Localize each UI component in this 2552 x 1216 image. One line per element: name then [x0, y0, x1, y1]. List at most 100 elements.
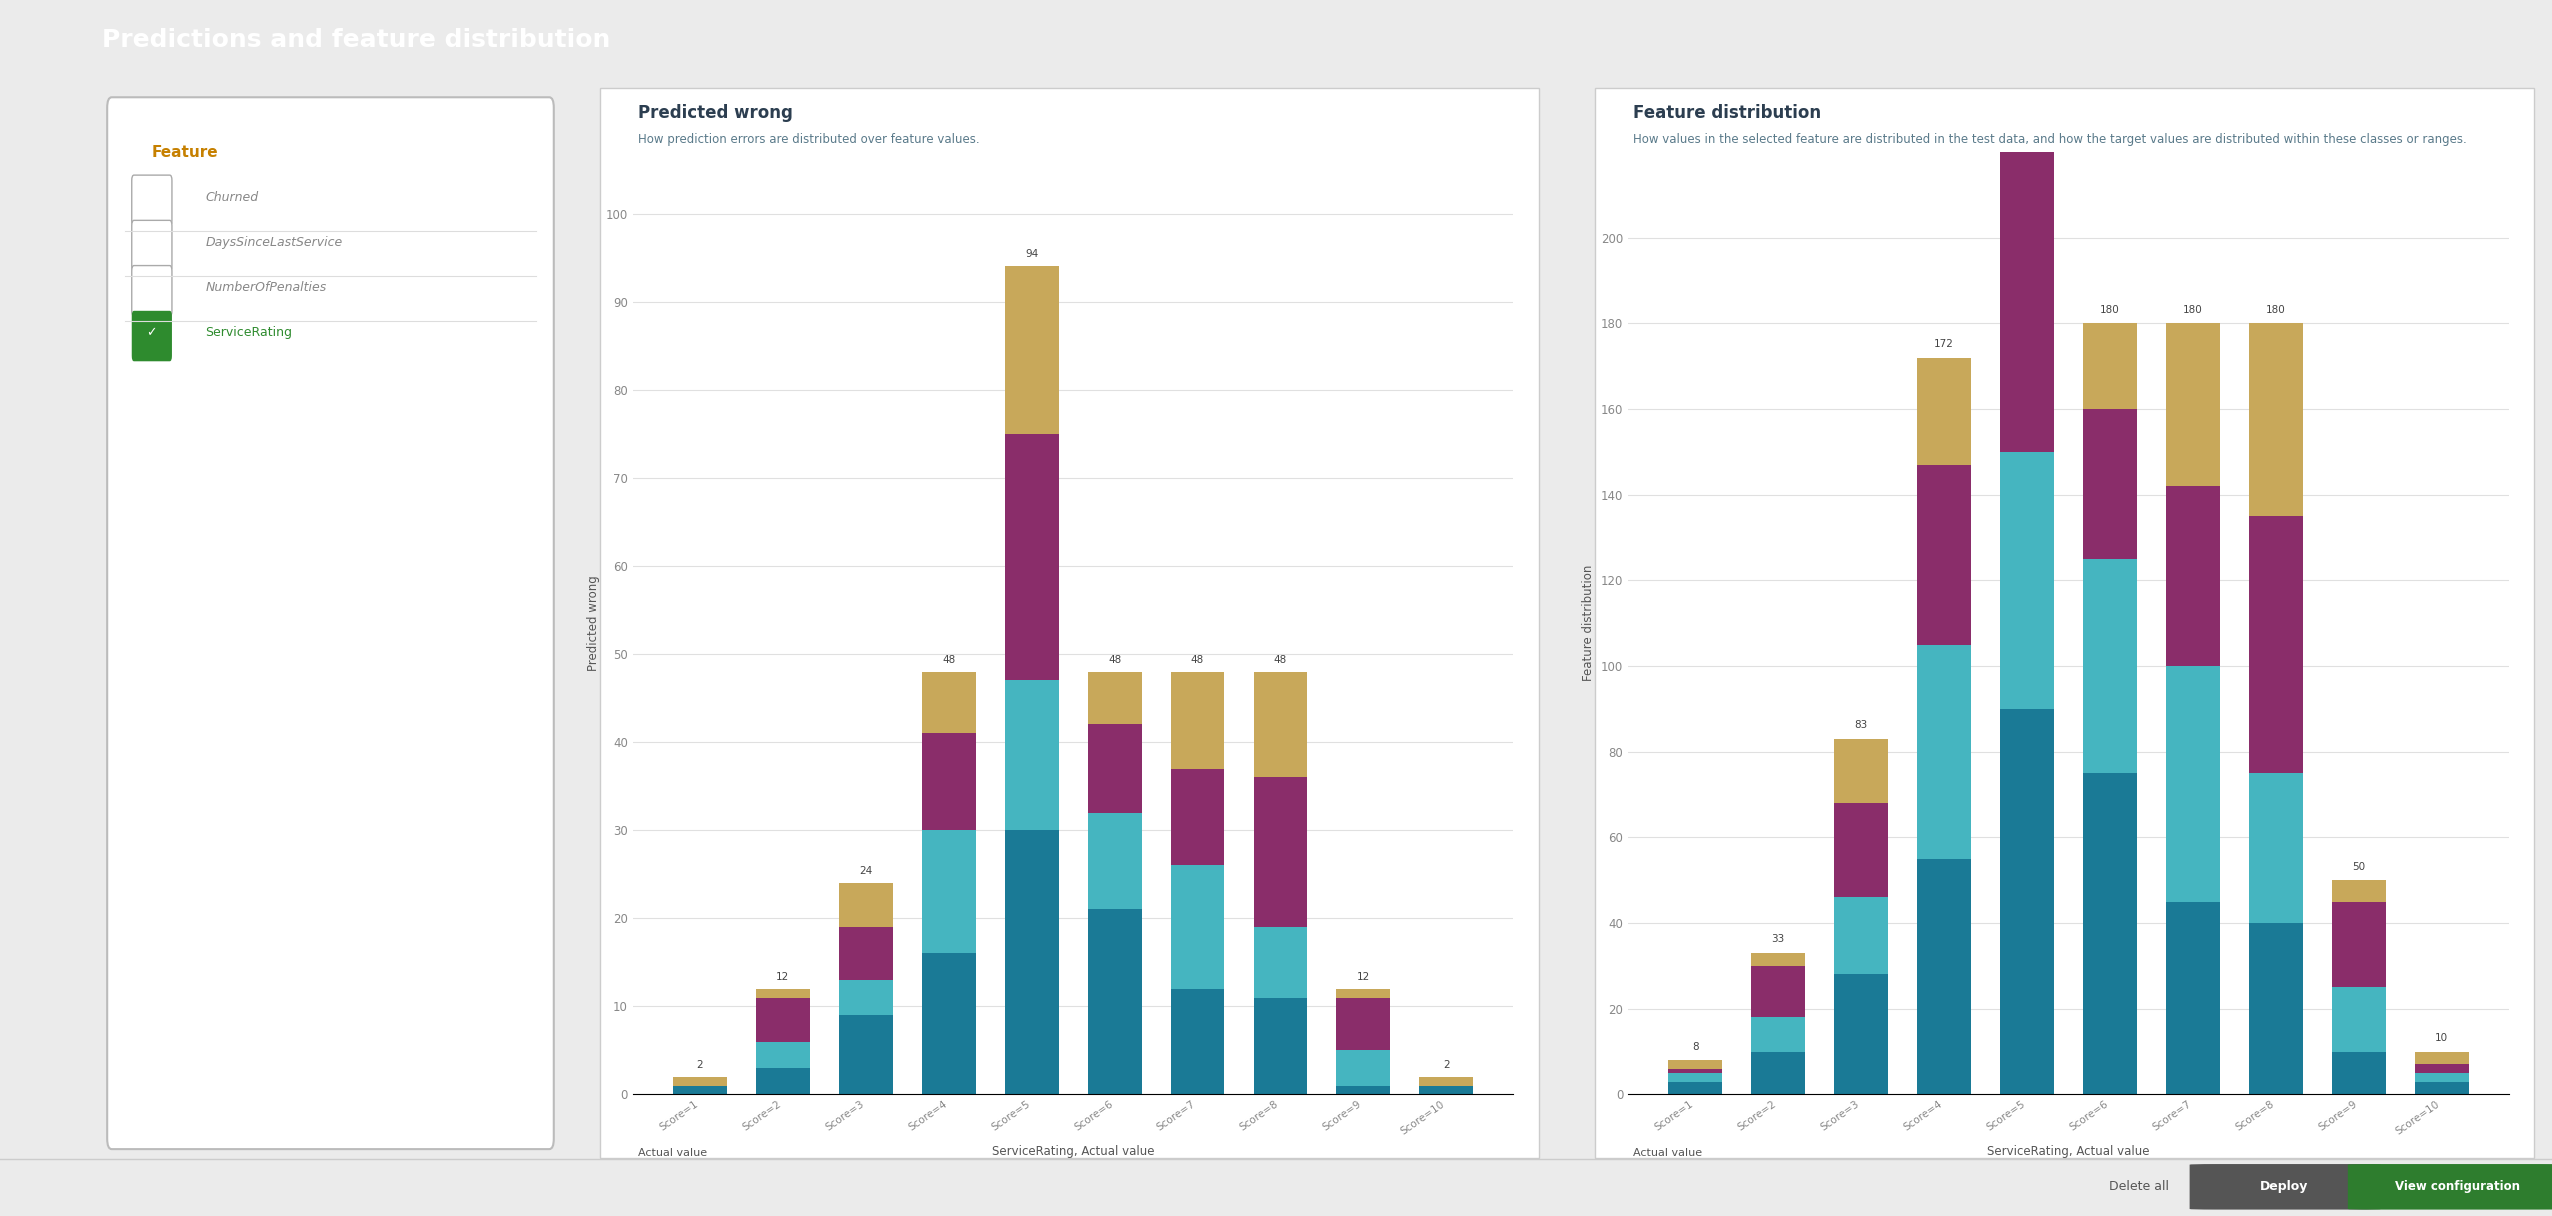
- Bar: [1253, 927, 1307, 997]
- Bar: [2001, 45, 2054, 452]
- Bar: [1171, 769, 1225, 866]
- X-axis label: ServiceRating, Actual value: ServiceRating, Actual value: [1988, 1145, 2149, 1158]
- Text: Predicted wrong: Predicted wrong: [638, 103, 794, 122]
- Text: Feature distribution: Feature distribution: [1633, 103, 1822, 122]
- Text: How prediction errors are distributed over feature values.: How prediction errors are distributed ov…: [638, 133, 980, 146]
- Bar: [1835, 974, 1888, 1094]
- Bar: [755, 997, 809, 1042]
- FancyBboxPatch shape: [2190, 1164, 2381, 1210]
- Text: DaysSinceLastService: DaysSinceLastService: [204, 236, 342, 249]
- Bar: [1337, 1051, 1391, 1086]
- Bar: [1669, 1060, 1723, 1069]
- Bar: [674, 1077, 727, 1086]
- Bar: [2333, 1052, 2386, 1094]
- Text: How values in the selected feature are distributed in the test data, and how the: How values in the selected feature are d…: [1633, 133, 2468, 146]
- Bar: [1337, 997, 1391, 1051]
- Bar: [2167, 901, 2220, 1094]
- Bar: [2414, 1081, 2468, 1094]
- Text: 10: 10: [2435, 1034, 2447, 1043]
- Bar: [2082, 773, 2136, 1094]
- Bar: [1917, 358, 1970, 465]
- Bar: [2248, 516, 2302, 773]
- Bar: [2082, 409, 2136, 559]
- Bar: [1751, 1018, 1804, 1052]
- Text: 48: 48: [1192, 654, 1205, 665]
- Bar: [1253, 777, 1307, 927]
- Text: Actual value: Actual value: [1633, 1148, 1702, 1158]
- Bar: [1669, 1081, 1723, 1094]
- Text: Predictions and feature distribution: Predictions and feature distribution: [102, 28, 610, 51]
- Bar: [1835, 897, 1888, 974]
- Bar: [1337, 989, 1391, 997]
- Text: 24: 24: [860, 866, 873, 876]
- Bar: [1253, 997, 1307, 1094]
- Bar: [1751, 966, 1804, 1018]
- Text: 180: 180: [2182, 305, 2202, 315]
- Bar: [2333, 987, 2386, 1052]
- Bar: [2001, 0, 2054, 45]
- Bar: [1419, 1086, 1473, 1094]
- Text: 94: 94: [1026, 249, 1039, 259]
- Bar: [1087, 812, 1141, 910]
- Bar: [755, 1068, 809, 1094]
- Bar: [1835, 803, 1888, 897]
- Text: 48: 48: [1273, 654, 1286, 665]
- Bar: [1835, 739, 1888, 803]
- Text: NumberOfPenalties: NumberOfPenalties: [204, 281, 327, 294]
- Bar: [2167, 666, 2220, 901]
- Text: ServiceRating: ServiceRating: [204, 326, 293, 339]
- Bar: [2167, 323, 2220, 486]
- Text: 8: 8: [1692, 1042, 1700, 1052]
- Bar: [1087, 725, 1141, 812]
- Bar: [840, 927, 893, 980]
- Bar: [921, 953, 975, 1094]
- Bar: [2001, 452, 2054, 709]
- Bar: [2248, 323, 2302, 516]
- Bar: [2414, 1064, 2468, 1073]
- FancyBboxPatch shape: [133, 175, 171, 226]
- FancyBboxPatch shape: [133, 311, 171, 361]
- Bar: [1917, 644, 1970, 858]
- Text: 2: 2: [697, 1059, 704, 1070]
- Text: 172: 172: [1934, 339, 1955, 349]
- Text: Delete all: Delete all: [2108, 1181, 2169, 1193]
- Text: 180: 180: [2100, 305, 2121, 315]
- Text: Feature: Feature: [153, 145, 219, 159]
- Text: 48: 48: [942, 654, 954, 665]
- Bar: [2414, 1052, 2468, 1064]
- Bar: [1917, 858, 1970, 1094]
- Bar: [2082, 323, 2136, 409]
- FancyBboxPatch shape: [2348, 1164, 2552, 1210]
- Text: Churned: Churned: [204, 191, 258, 204]
- Text: Deploy: Deploy: [2261, 1181, 2307, 1193]
- Bar: [1087, 671, 1141, 725]
- Bar: [2167, 486, 2220, 666]
- Bar: [2001, 709, 2054, 1094]
- Bar: [1669, 1069, 1723, 1073]
- FancyBboxPatch shape: [133, 220, 171, 271]
- Bar: [1005, 831, 1059, 1094]
- Bar: [1171, 989, 1225, 1094]
- Bar: [840, 883, 893, 927]
- Text: 2: 2: [1442, 1059, 1450, 1070]
- Bar: [2333, 901, 2386, 987]
- Bar: [2414, 1073, 2468, 1081]
- Bar: [2082, 559, 2136, 773]
- Bar: [840, 1015, 893, 1094]
- Bar: [2248, 773, 2302, 923]
- Bar: [1171, 671, 1225, 769]
- Bar: [1005, 681, 1059, 831]
- Bar: [1171, 866, 1225, 989]
- Text: 33: 33: [1771, 934, 1784, 945]
- Text: 12: 12: [1358, 972, 1370, 981]
- Bar: [1005, 434, 1059, 681]
- Text: View configuration: View configuration: [2396, 1181, 2519, 1193]
- Bar: [674, 1086, 727, 1094]
- Text: 50: 50: [2353, 862, 2366, 872]
- Bar: [1087, 910, 1141, 1094]
- Bar: [755, 989, 809, 997]
- Bar: [921, 733, 975, 831]
- Bar: [1337, 1086, 1391, 1094]
- Text: ✓: ✓: [145, 326, 158, 339]
- FancyBboxPatch shape: [133, 265, 171, 316]
